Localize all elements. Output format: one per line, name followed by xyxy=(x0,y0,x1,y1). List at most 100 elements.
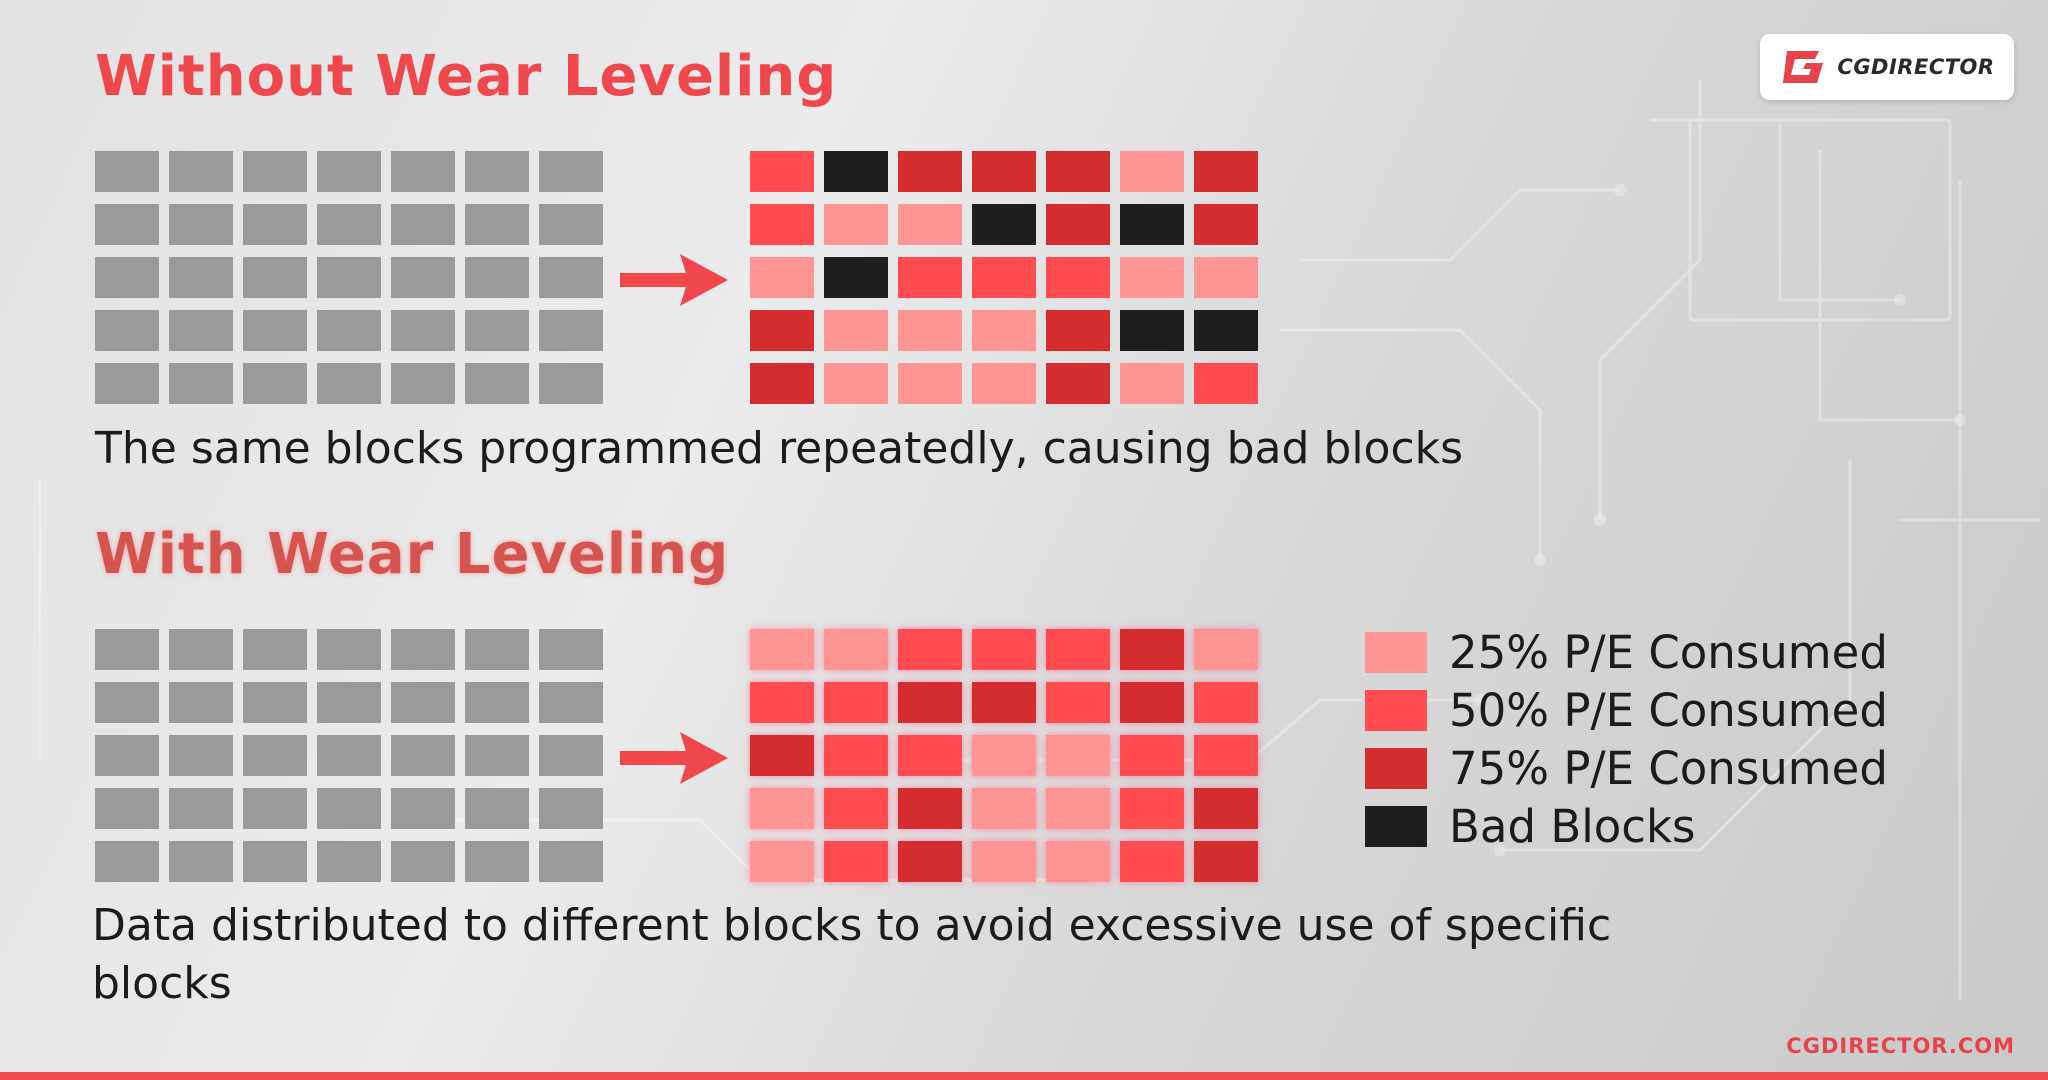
arrow-right-icon xyxy=(620,732,728,784)
unused-block xyxy=(169,735,233,776)
unused-block xyxy=(169,257,233,298)
block-75-percent xyxy=(972,682,1036,723)
legend-label-50: 50% P/E Consumed xyxy=(1449,683,1888,737)
unused-block xyxy=(391,735,455,776)
bad-block xyxy=(1120,204,1184,245)
unused-block xyxy=(317,682,381,723)
unused-block xyxy=(465,629,529,670)
unused-block xyxy=(95,788,159,829)
block-50-percent xyxy=(824,841,888,882)
unused-block xyxy=(317,788,381,829)
unused-block xyxy=(243,735,307,776)
block-50-percent xyxy=(898,735,962,776)
unused-block xyxy=(95,363,159,404)
block-75-percent xyxy=(1194,788,1258,829)
block-50-percent xyxy=(750,204,814,245)
cgdirector-logo: CGDIRECTOR xyxy=(1760,34,2014,100)
cgdirector-logo-icon xyxy=(1783,51,1824,83)
block-75-percent xyxy=(898,151,962,192)
block-75-percent xyxy=(1046,204,1110,245)
unused-block xyxy=(243,629,307,670)
unused-block xyxy=(539,629,603,670)
block-75-percent xyxy=(1194,151,1258,192)
logo-text: CGDIRECTOR xyxy=(1837,55,1995,79)
block-50-percent xyxy=(1194,363,1258,404)
with-wear-leveling-caption: Data distributed to different blocks to … xyxy=(92,900,1612,1009)
block-75-percent xyxy=(750,735,814,776)
unused-block xyxy=(317,257,381,298)
unused-block xyxy=(465,788,529,829)
unused-block xyxy=(465,363,529,404)
block-50-percent xyxy=(1194,682,1258,723)
block-50-percent xyxy=(1120,788,1184,829)
block-25-percent xyxy=(972,735,1036,776)
unused-block xyxy=(243,204,307,245)
unused-block xyxy=(465,841,529,882)
unused-block xyxy=(391,841,455,882)
unused-block xyxy=(465,204,529,245)
unused-block xyxy=(539,363,603,404)
bad-block xyxy=(1194,310,1258,351)
block-25-percent xyxy=(1120,363,1184,404)
unused-block xyxy=(539,841,603,882)
unused-block xyxy=(169,682,233,723)
wear-result-grid-bottom xyxy=(750,629,1258,882)
block-75-percent xyxy=(898,682,962,723)
block-75-percent xyxy=(1046,151,1110,192)
unused-block xyxy=(243,257,307,298)
unused-block xyxy=(169,841,233,882)
block-75-percent xyxy=(1194,841,1258,882)
block-75-percent xyxy=(750,363,814,404)
unused-block xyxy=(391,204,455,245)
legend-label-bad: Bad Blocks xyxy=(1449,799,1696,853)
block-75-percent xyxy=(1046,310,1110,351)
block-25-percent xyxy=(1046,841,1110,882)
block-50-percent xyxy=(898,257,962,298)
unused-block xyxy=(317,629,381,670)
block-25-percent xyxy=(750,841,814,882)
unused-block xyxy=(169,204,233,245)
legend-label-75: 75% P/E Consumed xyxy=(1449,741,1888,795)
block-25-percent xyxy=(972,310,1036,351)
legend-swatch-bad xyxy=(1365,805,1427,847)
unused-block xyxy=(95,151,159,192)
unused-block xyxy=(465,682,529,723)
unused-block xyxy=(243,682,307,723)
block-25-percent xyxy=(1120,151,1184,192)
unused-block xyxy=(95,204,159,245)
unused-block xyxy=(243,310,307,351)
unused-block xyxy=(391,788,455,829)
block-25-percent xyxy=(750,788,814,829)
bottom-accent-bar xyxy=(0,1072,2048,1080)
unused-block xyxy=(243,788,307,829)
unused-block xyxy=(391,257,455,298)
block-50-percent xyxy=(1194,735,1258,776)
legend-label-25: 25% P/E Consumed xyxy=(1449,625,1888,679)
block-25-percent xyxy=(824,363,888,404)
legend-item-25: 25% P/E Consumed xyxy=(1365,623,1888,681)
unused-block xyxy=(465,735,529,776)
block-25-percent xyxy=(898,310,962,351)
block-50-percent xyxy=(1046,629,1110,670)
unused-block xyxy=(95,257,159,298)
block-50-percent xyxy=(824,682,888,723)
block-25-percent xyxy=(750,257,814,298)
block-25-percent xyxy=(1120,257,1184,298)
block-25-percent xyxy=(898,363,962,404)
unused-block xyxy=(465,151,529,192)
unused-block xyxy=(317,735,381,776)
legend-item-75: 75% P/E Consumed xyxy=(1365,739,1888,797)
block-50-percent xyxy=(898,629,962,670)
unused-blocks-grid-bottom xyxy=(95,629,603,882)
block-25-percent xyxy=(750,629,814,670)
unused-block xyxy=(391,363,455,404)
legend: 25% P/E Consumed 50% P/E Consumed 75% P/… xyxy=(1365,623,1888,855)
bad-block xyxy=(824,257,888,298)
bad-block xyxy=(1120,310,1184,351)
unused-block xyxy=(95,735,159,776)
unused-block xyxy=(95,629,159,670)
block-25-percent xyxy=(824,204,888,245)
unused-block xyxy=(391,310,455,351)
block-75-percent xyxy=(972,151,1036,192)
unused-block xyxy=(391,629,455,670)
